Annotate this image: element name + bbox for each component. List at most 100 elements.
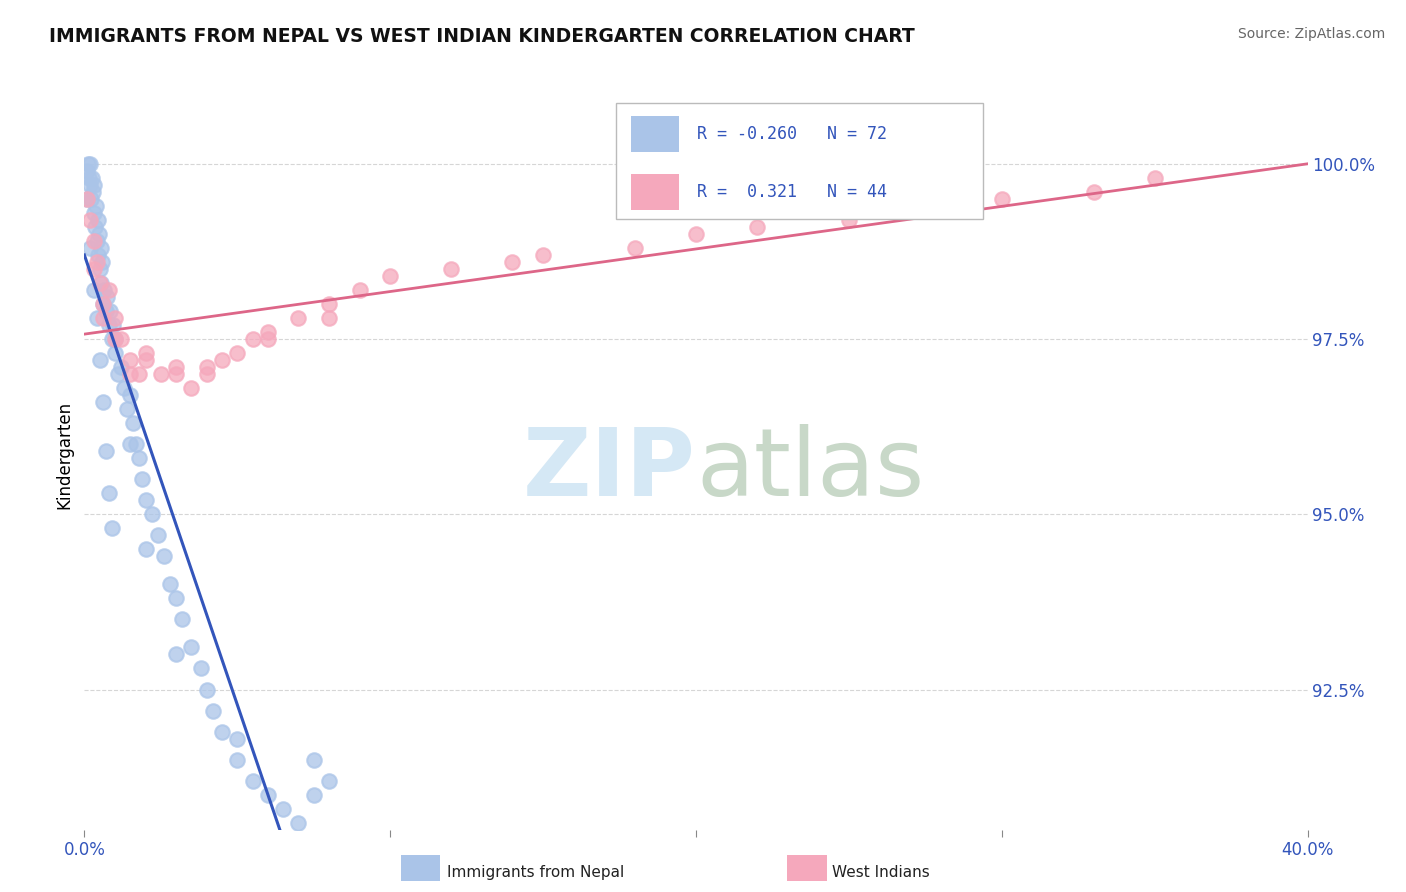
Point <box>80 192 103 206</box>
Point <box>103 318 125 333</box>
Point <box>97 318 120 333</box>
Point <box>195 360 218 375</box>
Point <box>226 731 249 746</box>
Point <box>112 381 135 395</box>
FancyBboxPatch shape <box>631 116 679 153</box>
Point <box>91 297 114 311</box>
Point <box>94 304 117 318</box>
Point <box>104 332 127 346</box>
Point <box>195 368 218 382</box>
Point <box>302 752 325 766</box>
Point <box>90 277 112 291</box>
Point <box>76 192 98 206</box>
Point <box>79 178 101 193</box>
Point <box>242 332 264 346</box>
Point <box>302 788 325 802</box>
Point <box>86 235 108 249</box>
Point <box>87 227 110 242</box>
Point <box>287 815 309 830</box>
Point <box>76 192 98 206</box>
Point <box>180 640 202 655</box>
Point <box>80 171 103 186</box>
Point <box>165 591 187 606</box>
Point <box>165 368 187 382</box>
Point <box>83 206 105 220</box>
Point <box>94 444 117 458</box>
Point <box>440 262 463 277</box>
Point <box>122 417 145 431</box>
Point <box>318 311 340 326</box>
Point <box>349 284 371 298</box>
Point <box>242 773 264 788</box>
Point <box>128 368 150 382</box>
Point <box>87 248 110 262</box>
Point <box>90 241 112 255</box>
Point <box>107 368 129 382</box>
Point <box>120 437 142 451</box>
Point <box>83 235 105 249</box>
Point <box>96 290 118 304</box>
Point <box>991 192 1014 206</box>
Point <box>211 724 233 739</box>
Point <box>86 255 108 269</box>
Point <box>318 297 340 311</box>
Text: Source: ZipAtlas.com: Source: ZipAtlas.com <box>1237 27 1385 41</box>
Point <box>257 788 280 802</box>
Point <box>190 661 212 675</box>
Point <box>91 255 114 269</box>
Point <box>685 227 707 242</box>
Point <box>747 220 769 235</box>
Point <box>77 171 100 186</box>
Point <box>83 262 105 277</box>
Point <box>110 360 132 375</box>
Text: Immigrants from Nepal: Immigrants from Nepal <box>447 865 624 880</box>
Point <box>125 437 148 451</box>
Point <box>1143 171 1166 186</box>
Point <box>149 368 172 382</box>
Point <box>79 213 101 227</box>
Point <box>146 528 169 542</box>
Point <box>93 284 115 298</box>
Point <box>86 213 108 227</box>
Point <box>165 360 187 375</box>
Text: IMMIGRANTS FROM NEPAL VS WEST INDIAN KINDERGARTEN CORRELATION CHART: IMMIGRANTS FROM NEPAL VS WEST INDIAN KIN… <box>49 27 915 45</box>
Point <box>153 549 176 564</box>
Point <box>159 577 181 591</box>
Point <box>91 297 114 311</box>
Point <box>89 277 111 291</box>
Point <box>86 311 108 326</box>
Point <box>97 486 120 500</box>
Point <box>226 346 249 360</box>
Y-axis label: Kindergarten: Kindergarten <box>55 401 73 509</box>
Point <box>101 521 124 535</box>
Point <box>120 353 142 368</box>
Text: R =  0.321   N = 44: R = 0.321 N = 44 <box>697 183 887 201</box>
Point <box>318 773 340 788</box>
FancyBboxPatch shape <box>631 174 679 210</box>
Point <box>271 801 294 815</box>
Text: West Indians: West Indians <box>832 865 931 880</box>
Point <box>211 353 233 368</box>
Point <box>120 368 142 382</box>
Point <box>135 346 157 360</box>
Point <box>531 248 554 262</box>
Point <box>131 472 153 486</box>
Point <box>180 381 202 395</box>
Point <box>84 220 107 235</box>
Point <box>172 612 194 626</box>
Point <box>104 346 127 360</box>
Point <box>141 508 163 522</box>
Point <box>115 402 138 417</box>
Point <box>77 157 100 171</box>
Point <box>104 332 127 346</box>
Point <box>1083 186 1105 200</box>
Point <box>287 311 309 326</box>
Text: ZIP: ZIP <box>523 424 696 516</box>
Point <box>380 269 402 284</box>
Text: R = -0.260   N = 72: R = -0.260 N = 72 <box>697 125 887 144</box>
Point <box>257 332 280 346</box>
Point <box>201 704 224 718</box>
Point <box>135 542 157 557</box>
Point <box>128 451 150 466</box>
Point <box>79 157 101 171</box>
